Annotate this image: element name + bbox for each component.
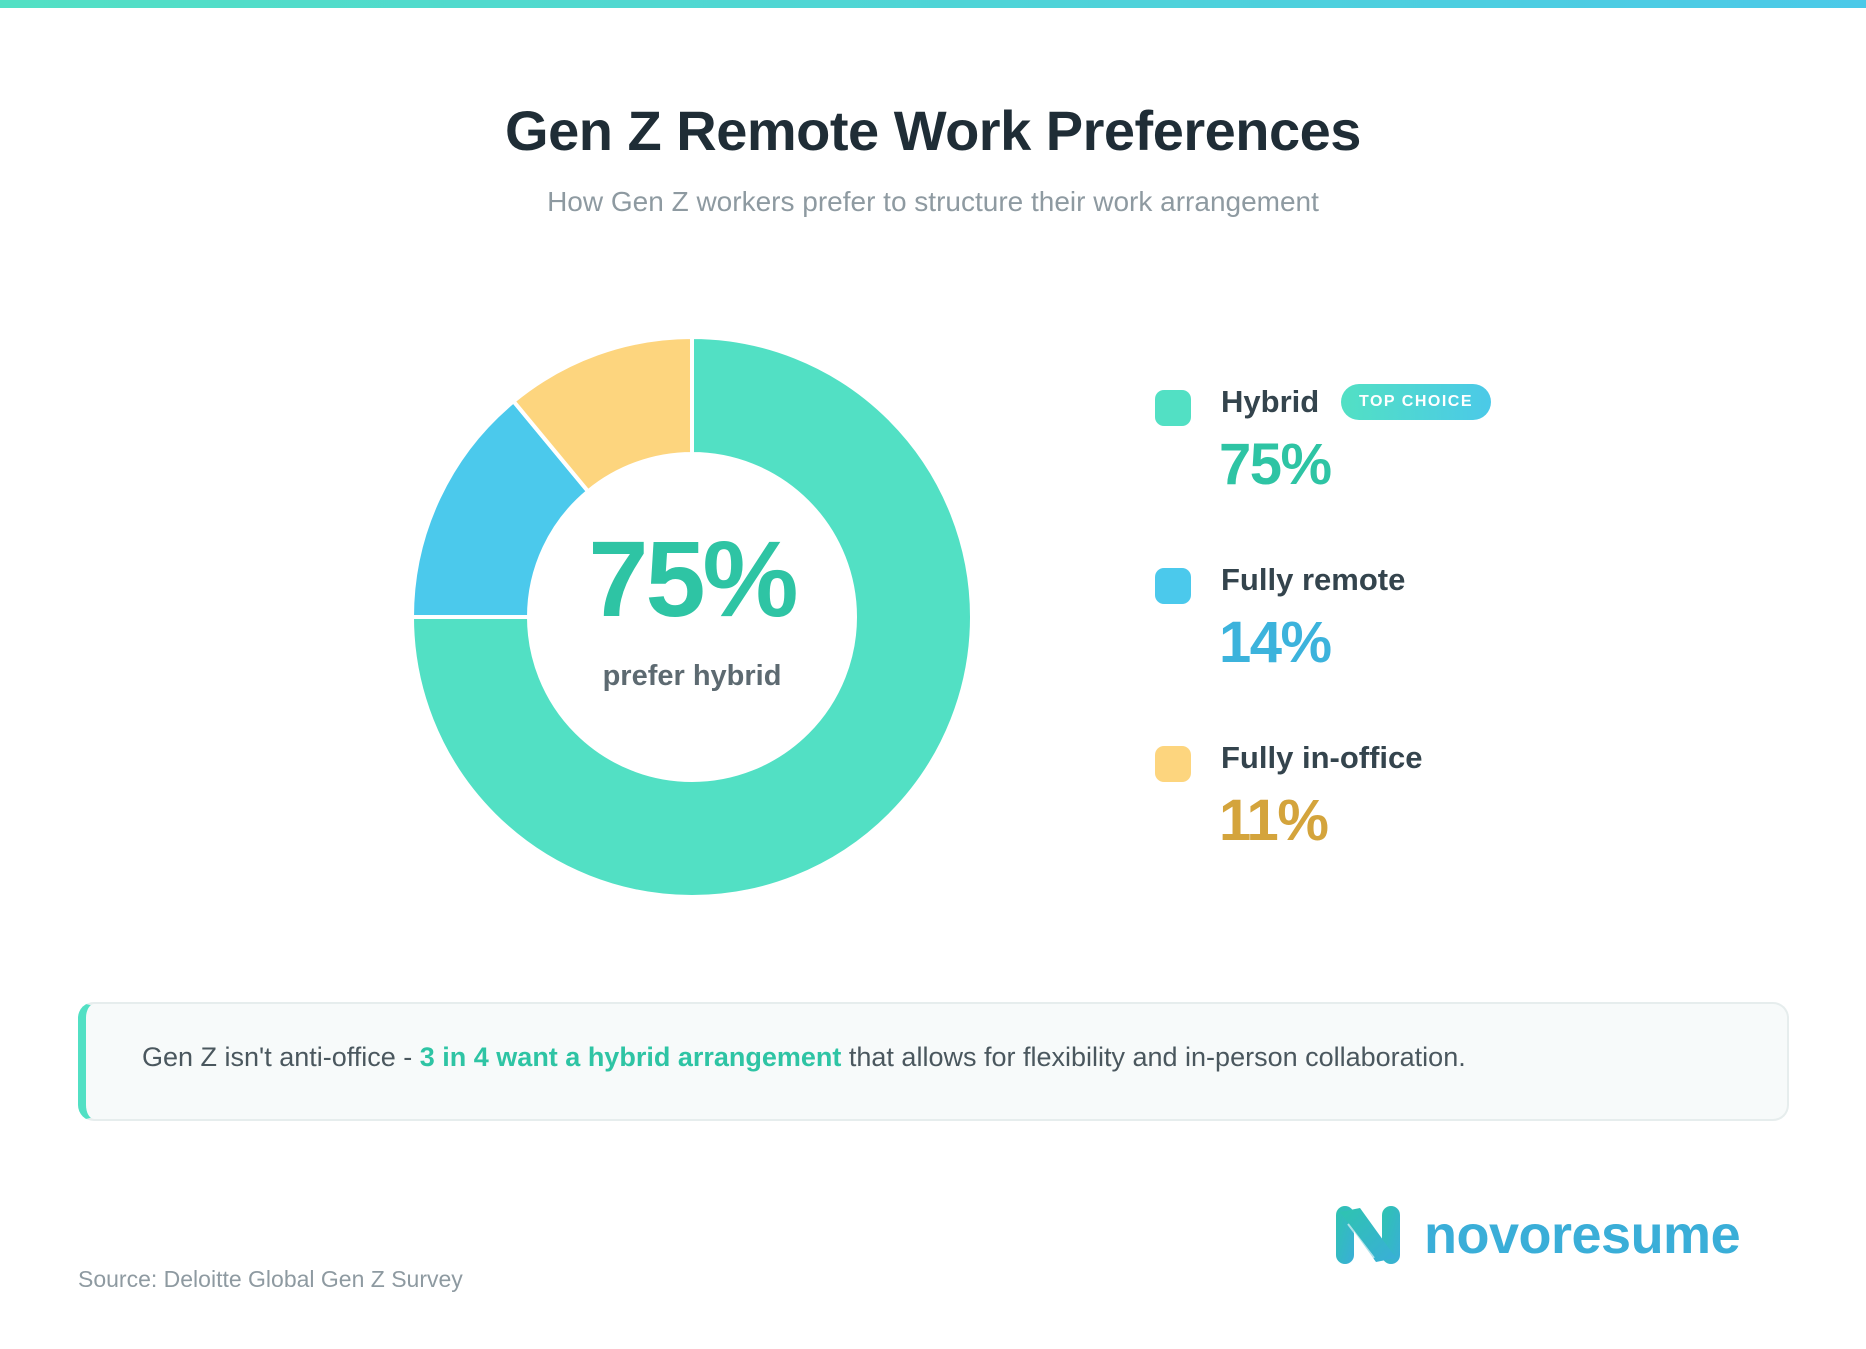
legend-label: Hybrid [1221,384,1320,419]
legend-label: Fully in-office [1221,740,1423,775]
legend-label: Fully remote [1221,562,1406,597]
insight-callout: Gen Z isn't anti-office - 3 in 4 want a … [78,1002,1789,1121]
donut-chart [410,335,974,899]
legend-item-fully-remote: Fully remote 14% [1155,558,1655,736]
legend-value: 14% [1219,610,1332,675]
legend-item-fully-in-office: Fully in-office 11% [1155,736,1655,914]
callout-text: Gen Z isn't anti-office - 3 in 4 want a … [142,1042,1466,1073]
novoresume-n-icon [1336,1206,1400,1264]
donut-center-label: prefer hybrid [602,660,782,692]
source-note: Source: Deloitte Global Gen Z Survey [78,1266,463,1292]
donut-slice-fully-in-office [510,335,694,495]
legend-swatch-hybrid [1155,390,1191,426]
legend-value: 75% [1219,432,1332,497]
donut-center-value: 75% [588,518,798,639]
callout-prefix: Gen Z isn't anti-office - [142,1042,420,1072]
callout-highlight: 3 in 4 want a hybrid arrangement [419,1042,842,1072]
top-accent-bar [0,0,1866,8]
chart-legend: Hybrid TOP CHOICE 75% Fully remote 14% F… [1155,380,1655,914]
legend-swatch-fully-in-office [1155,746,1191,782]
page-subtitle: How Gen Z workers prefer to structure th… [547,186,1319,217]
legend-item-hybrid: Hybrid TOP CHOICE 75% [1155,380,1655,558]
top-choice-badge: TOP CHOICE [1341,384,1491,420]
brand-name: novoresume [1424,1205,1741,1265]
donut-slice-hybrid [410,335,974,899]
callout-suffix: that allows for flexibility and in-perso… [841,1042,1466,1072]
legend-value: 11% [1219,788,1329,853]
legend-swatch-fully-remote [1155,568,1191,604]
page-title: Gen Z Remote Work Preferences [505,99,1361,162]
